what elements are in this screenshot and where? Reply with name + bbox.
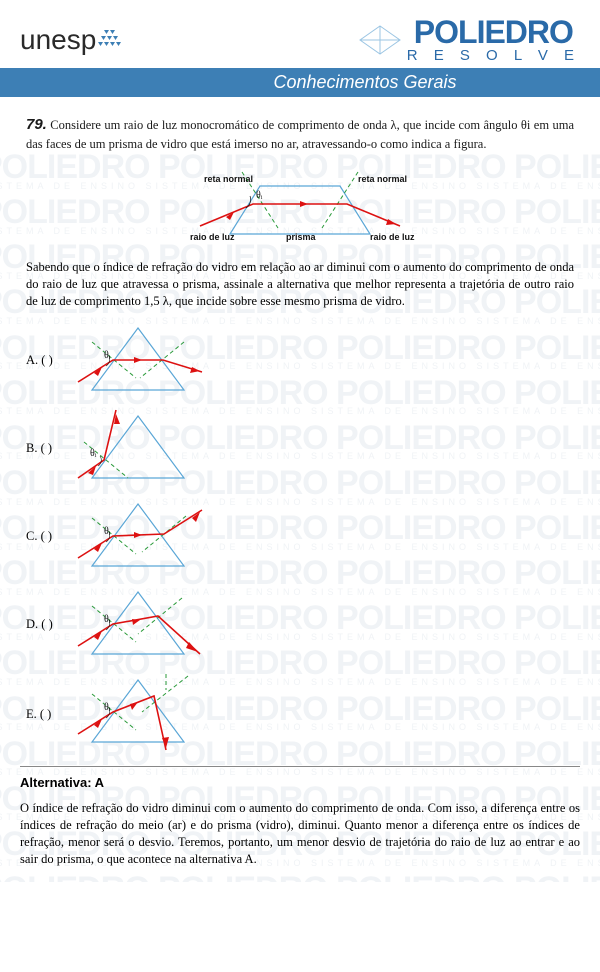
alt-A-figure: θᵢ bbox=[76, 320, 206, 400]
poliedro-sub-text: R E S O L V E bbox=[407, 49, 580, 63]
unesp-logo-text: unesp bbox=[20, 24, 96, 56]
label-normal-right: reta normal bbox=[358, 174, 407, 184]
section-bar: Conhecimentos Gerais bbox=[0, 68, 600, 97]
question-text-2: Sabendo que o índice de refração do vidr… bbox=[0, 257, 600, 316]
alternative-B: B. ( ) θᵢ bbox=[0, 404, 600, 492]
alternative-C: C. ( ) θᵢ bbox=[0, 492, 600, 580]
alt-A-label: A. ( ) bbox=[26, 353, 68, 368]
alternative-A: A. ( ) θᵢ bbox=[0, 316, 600, 404]
divider bbox=[20, 766, 580, 767]
alt-C-figure: θᵢ bbox=[76, 496, 206, 576]
main-figure: reta normal reta normal raio de luz raio… bbox=[0, 160, 600, 257]
alternative-D: D. ( ) θᵢ bbox=[0, 580, 600, 668]
unesp-logo-icon bbox=[98, 24, 128, 57]
alt-D-label: D. ( ) bbox=[26, 617, 68, 632]
poliedro-main-text: POLIEDRO bbox=[407, 18, 580, 47]
alt-C-label: C. ( ) bbox=[26, 529, 68, 544]
alternative-E: E. ( ) θᵢ bbox=[0, 668, 600, 760]
answer-label: Alternativa: A bbox=[0, 771, 600, 798]
poliedro-logo: POLIEDRO R E S O L V E bbox=[354, 18, 580, 62]
question-text-1: Considere um raio de luz monocromático d… bbox=[26, 118, 574, 150]
alt-D-figure: θᵢ bbox=[76, 584, 206, 664]
alt-E-label: E. ( ) bbox=[26, 707, 68, 722]
label-ray-right: raio de luz bbox=[370, 232, 415, 242]
question-number: 79. bbox=[26, 116, 47, 133]
alt-B-figure: θᵢ bbox=[76, 408, 206, 488]
section-bar-text: Conhecimentos Gerais bbox=[143, 72, 456, 93]
label-normal-left: reta normal bbox=[204, 174, 253, 184]
solution-text: O índice de refração do vidro diminui co… bbox=[0, 798, 600, 882]
alt-B-label: B. ( ) bbox=[26, 441, 68, 456]
label-theta-main: θᵢ bbox=[256, 190, 263, 201]
page-header: unesp POLIEDRO bbox=[0, 0, 600, 68]
alt-E-figure: θᵢ bbox=[76, 672, 206, 756]
question-block: 79. Considere um raio de luz monocromáti… bbox=[0, 97, 600, 160]
poliedro-logo-icon bbox=[354, 22, 406, 58]
label-ray-left: raio de luz bbox=[190, 232, 235, 242]
label-prisma: prisma bbox=[286, 232, 317, 242]
alt-B-theta: θᵢ bbox=[90, 448, 97, 459]
unesp-logo: unesp bbox=[20, 24, 128, 57]
